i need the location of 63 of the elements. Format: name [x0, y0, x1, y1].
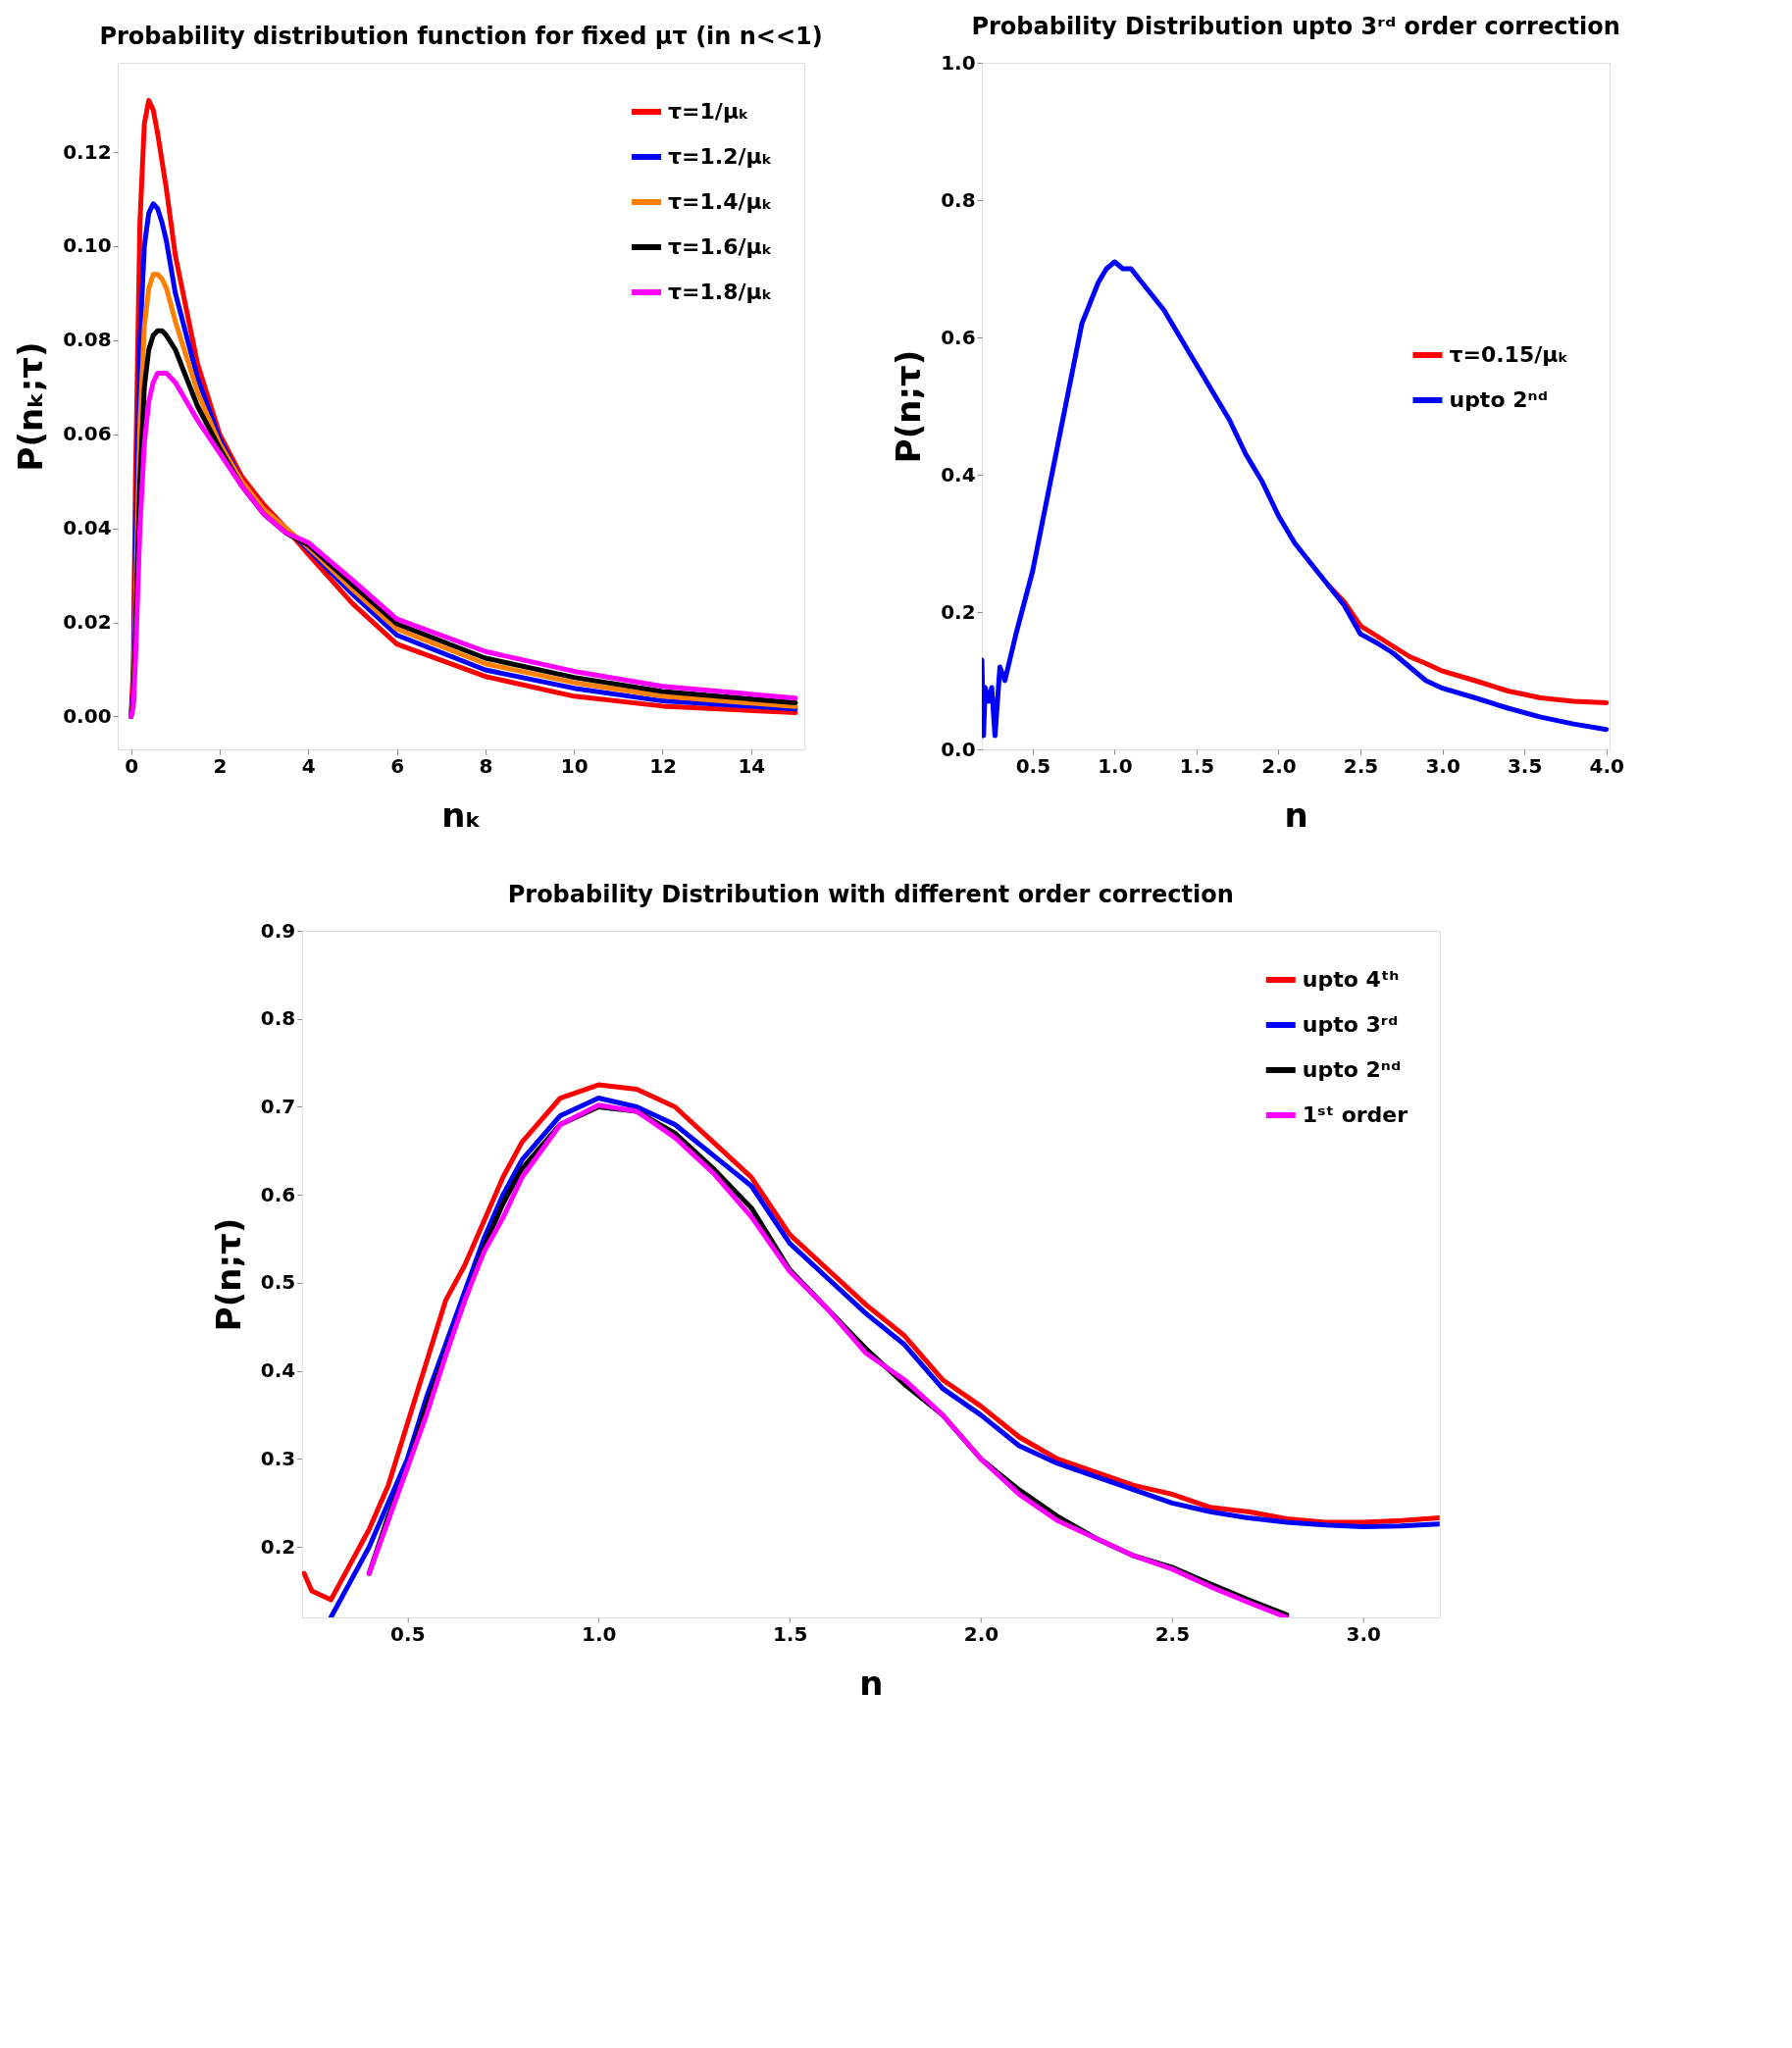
x-tick-label: 0 — [125, 753, 139, 778]
legend-label: τ=0.15/μₖ — [1449, 342, 1569, 367]
legend-label: τ=1.6/μₖ — [668, 234, 773, 259]
x-tick-label: 14 — [738, 753, 766, 778]
legend-label: τ=1.8/μₖ — [668, 280, 773, 304]
y-tick-label: 0.3 — [260, 1446, 296, 1470]
y-tick-label: 0.5 — [260, 1270, 296, 1295]
x-tick-label: 4 — [301, 753, 316, 778]
y-axis-title: P(n;τ) — [208, 1217, 248, 1332]
legend-label: τ=1.4/μₖ — [668, 189, 773, 214]
y-tick-label: 0.8 — [941, 187, 976, 212]
y-tick-label: 0.2 — [941, 599, 976, 624]
y-tick-label: 0.6 — [941, 325, 976, 349]
x-tick-label: 2.0 — [1261, 753, 1297, 778]
y-tick-label: 0.7 — [260, 1094, 296, 1118]
y-tick-label: 0.9 — [260, 918, 296, 943]
x-axis-title: nₖ — [441, 794, 482, 835]
x-tick-label: 2 — [213, 753, 228, 778]
legend-label: upto 2ⁿᵈ — [1449, 387, 1549, 412]
x-tick-label: 2.5 — [1154, 1621, 1191, 1646]
y-tick-label: 0.04 — [63, 516, 112, 540]
y-axis-title: P(nₖ;τ) — [11, 341, 51, 472]
y-tick-label: 0.4 — [941, 462, 976, 486]
y-tick-label: 0.8 — [260, 1006, 296, 1031]
y-tick-label: 0.6 — [260, 1182, 296, 1206]
y-tick-label: 0.08 — [63, 328, 112, 352]
x-tick-label: 2.5 — [1343, 753, 1379, 778]
y-tick-label: 0.00 — [63, 703, 112, 728]
legend-label: upto 2ⁿᵈ — [1302, 1057, 1402, 1082]
chart-title: Probability Distribution upto 3ʳᵈ order correction — [971, 13, 1620, 40]
x-tick-label: 0.5 — [1015, 753, 1051, 778]
x-tick-label: 3.5 — [1507, 753, 1543, 778]
legend-label: τ=1/μₖ — [668, 99, 749, 124]
x-tick-label: 2.0 — [963, 1621, 999, 1646]
y-tick-label: 0.02 — [63, 610, 112, 635]
y-tick-label: 0.06 — [63, 422, 112, 446]
x-tick-label: 1.5 — [772, 1621, 808, 1646]
legend-label: τ=1.2/μₖ — [668, 144, 773, 169]
x-axis-title: n — [1284, 794, 1308, 835]
x-tick-label: 3.0 — [1346, 1621, 1382, 1646]
legend-label: upto 3ʳᵈ — [1302, 1012, 1399, 1037]
x-tick-label: 1.0 — [1098, 753, 1133, 778]
x-tick-label: 1.0 — [582, 1621, 617, 1646]
x-tick-label: 12 — [649, 753, 677, 778]
legend-label: upto 4ᵗʰ — [1302, 967, 1400, 992]
chart-title: Probability distribution function for fixed μτ (in n<<1) — [99, 23, 823, 50]
x-tick-label: 1.5 — [1179, 753, 1215, 778]
x-tick-label: 8 — [479, 753, 493, 778]
y-axis-title: P(n;τ) — [889, 349, 929, 464]
y-tick-label: 0.12 — [63, 139, 112, 164]
x-tick-label: 0.5 — [390, 1621, 426, 1646]
y-tick-label: 0.2 — [260, 1534, 296, 1559]
x-tick-label: 4.0 — [1589, 753, 1624, 778]
y-tick-label: 1.0 — [941, 50, 976, 75]
x-tick-label: 6 — [390, 753, 405, 778]
chart-title: Probability Distribution with different order correction — [507, 881, 1234, 908]
x-axis-title: n — [859, 1663, 884, 1703]
y-tick-label: 0.10 — [63, 233, 112, 258]
x-tick-label: 10 — [560, 753, 589, 778]
x-tick-label: 3.0 — [1425, 753, 1460, 778]
y-tick-label: 0.0 — [941, 737, 976, 761]
legend-label: 1ˢᵗ order — [1302, 1102, 1408, 1127]
y-tick-label: 0.4 — [260, 1358, 296, 1383]
